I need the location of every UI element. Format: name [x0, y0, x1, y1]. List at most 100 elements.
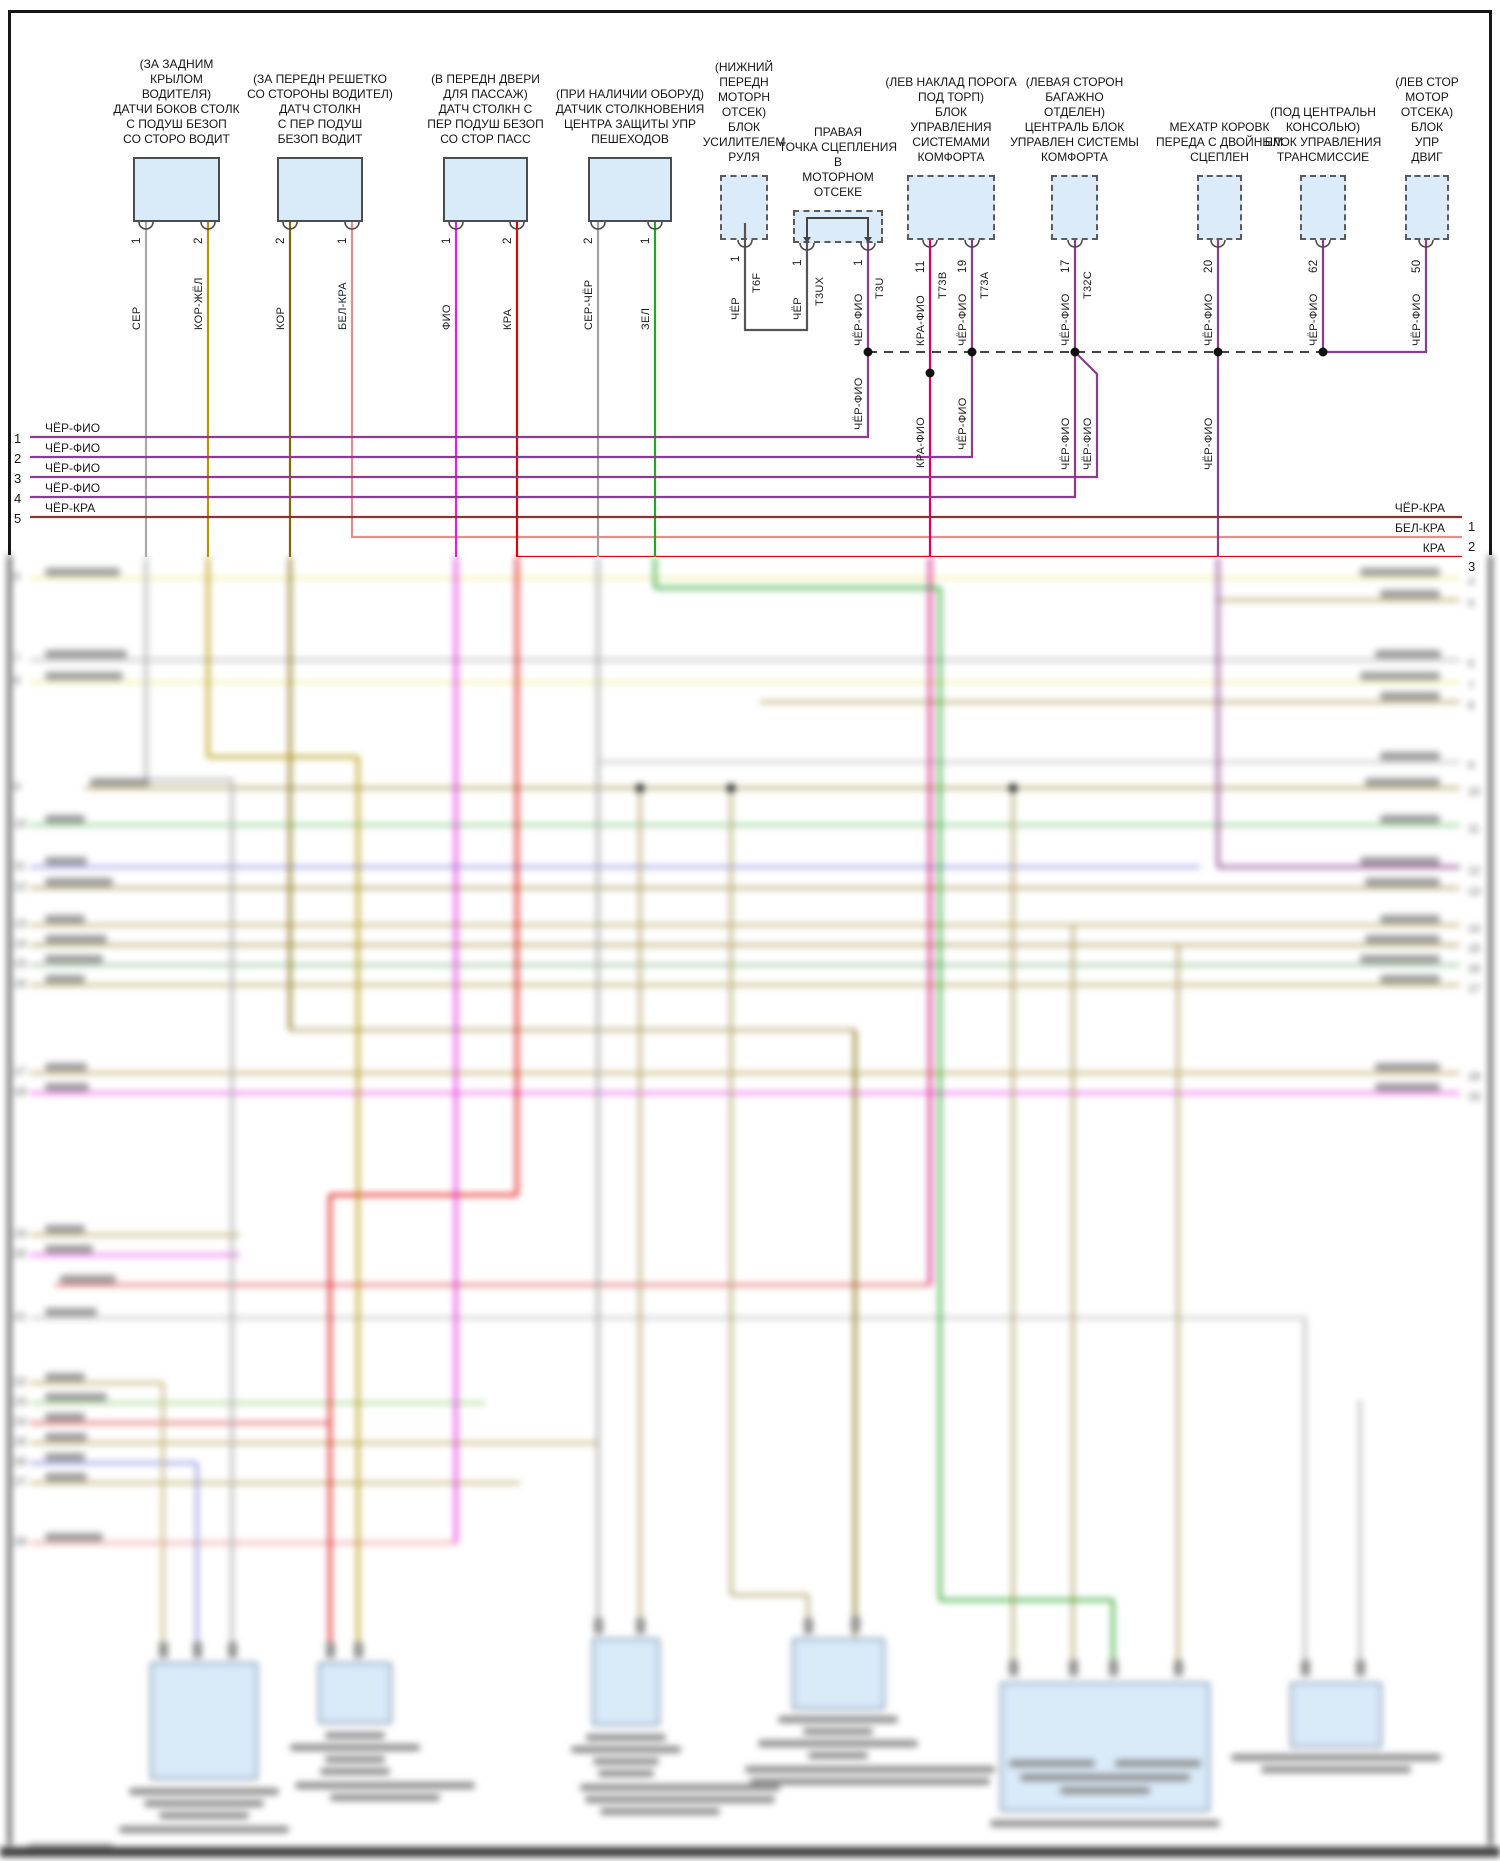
bottom-box-3	[592, 1638, 660, 1726]
wire-label: КОР	[275, 307, 287, 330]
blurred-left-number: 21	[14, 1311, 27, 1323]
blurred-left-number: 12	[14, 881, 27, 893]
frame-right-blur	[1489, 555, 1492, 1845]
wire-label: ЧЁР-ФИО	[1060, 293, 1072, 346]
sensor-front-grille-driver-label: (ЗА ПЕРЕДН РЕШЕТКО СО СТОРОНЫ ВОДИТЕЛ) Д…	[247, 72, 393, 146]
blurred-pin-connector	[1068, 1660, 1078, 1676]
blurred-wire-label	[45, 650, 127, 658]
blurred-pin-connector	[227, 1642, 237, 1658]
blurred-caption-line	[758, 1740, 918, 1747]
blurred-wire-label	[1360, 857, 1440, 865]
blurred-left-number: 19	[14, 1228, 27, 1240]
wire	[1323, 240, 1428, 354]
connector-label: T73B	[937, 272, 949, 300]
module-comfort-systems-box	[907, 175, 995, 240]
module-transmission-control-label: (ПОД ЦЕНТРАЛЬН КОНСОЛЬЮ) БЛОК УПРАВЛЕНИЯ…	[1264, 105, 1382, 164]
left-row-label: ЧЁР-ФИО	[45, 441, 101, 455]
wire-label: ЧЁР-ФИО	[957, 293, 969, 346]
module-power-steering-label: (НИЖНИЙ ПЕРЕДН МОТОРН ОТСЕК) БЛОК УСИЛИТ…	[702, 60, 786, 164]
pin-number: 62	[1308, 260, 1320, 273]
blurred-wire-label	[1360, 672, 1440, 680]
blurred-wire-label	[1380, 692, 1440, 700]
wire	[743, 223, 809, 332]
blurred-wire-label	[1375, 1063, 1440, 1071]
blurred-right-number: 13	[1468, 886, 1481, 898]
wire-label: ФИО	[441, 304, 453, 330]
pin-arc	[647, 221, 663, 230]
blurred-watermark	[28, 1843, 113, 1849]
connector-label: T3U	[874, 277, 886, 299]
blurred-pin-connector	[593, 1618, 603, 1634]
blurred-wire-label	[45, 1245, 93, 1253]
blurred-left-number: 28	[14, 1536, 27, 1548]
blurred-pin-connector	[353, 1642, 363, 1658]
blurred-wire-label	[1375, 1083, 1440, 1091]
wire-label: КОР-ЖЁЛ	[193, 277, 205, 330]
pin-number: 50	[1411, 260, 1423, 273]
bottom-box-2	[318, 1662, 392, 1724]
blurred-left-number: 16	[14, 978, 27, 990]
blurred-caption-line	[119, 1826, 289, 1833]
blurred-wire-label	[45, 955, 103, 963]
blurred-right-number: 10	[1468, 786, 1481, 798]
blurred-caption-line	[585, 1796, 775, 1803]
blurred-pin-connector	[325, 1642, 335, 1658]
blurred-wire-label	[45, 1063, 87, 1071]
blurred-right-number: 19	[1468, 1091, 1481, 1103]
blurred-caption-line	[571, 1746, 681, 1753]
blurred-caption-line	[580, 1784, 780, 1791]
blurred-pin-connector	[635, 1618, 645, 1634]
blurred-right-number: 17	[1468, 983, 1481, 995]
wire-label: ЧЁР-ФИО	[1082, 417, 1094, 470]
pin-number: 20	[1203, 260, 1215, 273]
blurred-right-number: 14	[1468, 923, 1481, 935]
wire	[350, 222, 1462, 539]
blurred-wire-label	[45, 815, 85, 823]
blurred-left-number: 15	[14, 958, 27, 970]
blurred-wire-label	[1365, 878, 1440, 886]
blurred-junction-dot	[1008, 783, 1018, 793]
left-row-label: ЧЁР-ФИО	[45, 481, 101, 495]
ground-bracket	[806, 217, 869, 238]
blurred-left-number: 13	[14, 918, 27, 930]
module-mechatronic-gearbox-box	[1197, 175, 1242, 240]
blurred-left-number: 26	[14, 1456, 27, 1468]
ground-arrow	[803, 237, 811, 243]
wire	[30, 352, 974, 459]
wire	[30, 351, 1099, 479]
blurred-caption-line	[1020, 1774, 1190, 1781]
blurred-pin-connector	[1300, 1660, 1310, 1676]
blurred-wire-label	[1380, 915, 1440, 923]
blurred-pin-connector	[1355, 1660, 1365, 1676]
wire-label: ЧЁР-ФИО	[1060, 417, 1072, 470]
blurred-left-number: 17	[14, 1066, 27, 1078]
frame-right	[1489, 10, 1492, 555]
blurred-wire-label	[45, 1393, 107, 1401]
blurred-right-number: 8	[1468, 700, 1475, 712]
pin-number: 1	[730, 255, 742, 262]
module-engine-control-box	[1405, 175, 1449, 240]
blurred-wire-label	[45, 975, 85, 983]
left-row-number: 1	[14, 431, 22, 446]
blurred-wire-label	[45, 672, 123, 680]
left-row-label: ЧЁР-ФИО	[45, 461, 101, 475]
right-row-label: КРА	[1422, 541, 1445, 555]
pin-number: 2	[275, 237, 287, 244]
blurred-wire-label	[45, 1433, 87, 1441]
blurred-caption-line	[750, 1778, 990, 1785]
blurred-right-number: 11	[1468, 823, 1480, 835]
pin-arc	[448, 221, 464, 230]
pin-number: 1	[640, 237, 652, 244]
connector-label: T32C	[1082, 271, 1094, 299]
blurred-caption-line	[1060, 1787, 1150, 1794]
sensor-front-grille-driver-box	[277, 157, 363, 222]
junction-dot	[863, 347, 873, 357]
module-mechatronic-gearbox-label: МЕХАТР КОРОВК ПЕРЕДА С ДВОЙНЫМ СЦЕПЛЕН	[1155, 120, 1284, 164]
blurred-pin-connector	[1173, 1660, 1183, 1676]
blurred-left-number: 27	[14, 1476, 27, 1488]
ground-point-engine-bay-label: ПРАВАЯ ТОЧКА СЦЕПЛЕНИЯ В МОТОРНОМ ОТСЕКЕ	[778, 125, 898, 199]
pin-arc	[1210, 239, 1226, 248]
pin-arc	[964, 239, 980, 248]
blurred-left-number: 9	[14, 781, 21, 793]
